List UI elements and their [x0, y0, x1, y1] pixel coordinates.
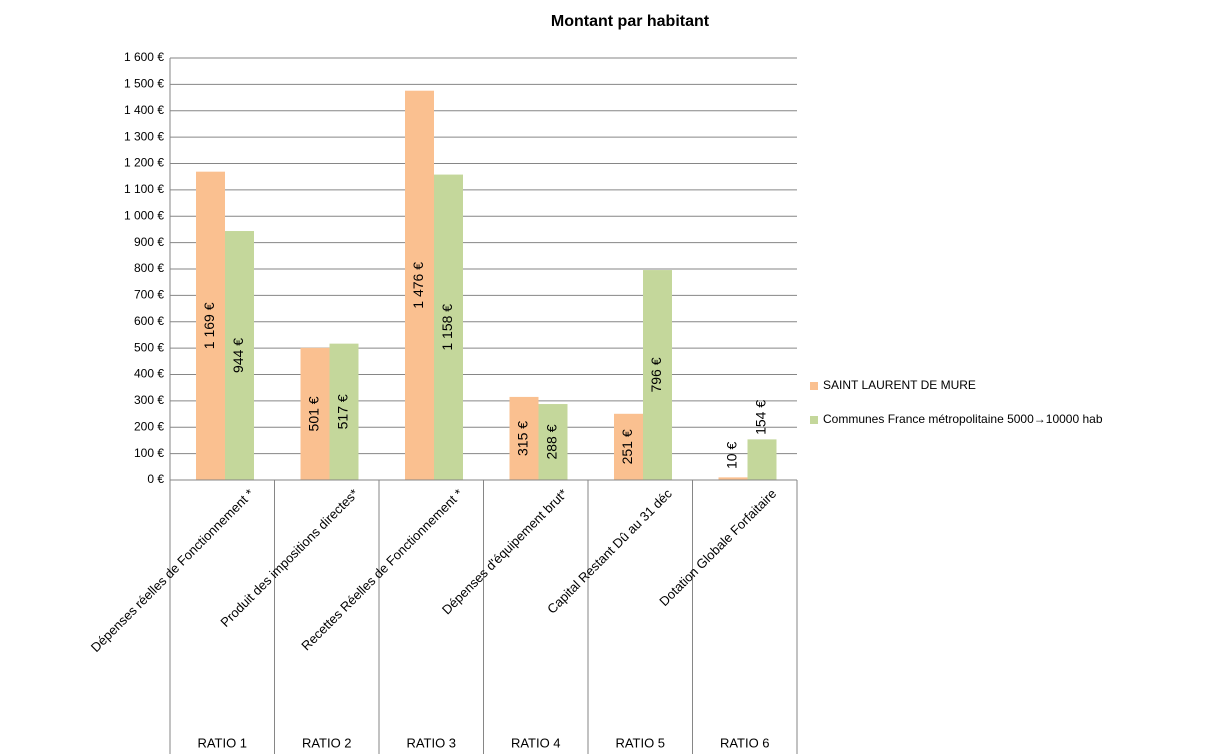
bar [405, 90, 434, 480]
y-tick-label: 0 € [147, 472, 164, 486]
y-tick-label: 1 000 € [124, 208, 164, 222]
bar [434, 174, 463, 480]
y-tick-label: 100 € [134, 446, 164, 460]
y-tick-label: 1 300 € [124, 129, 164, 143]
data-label: 1 169 € [201, 302, 217, 349]
data-label: 1 476 € [410, 262, 426, 309]
bar [329, 343, 359, 480]
group-label: RATIO 2 [302, 735, 352, 750]
data-label: 944 € [230, 338, 246, 373]
data-label: 288 € [544, 424, 560, 459]
x-tick-label: Dépenses réelles de Fonctionnement * [88, 486, 257, 655]
bar [538, 404, 568, 480]
data-label: 315 € [515, 421, 531, 456]
x-tick-label: Dépenses d'équipement brut* [439, 486, 570, 617]
group-label: RATIO 6 [720, 735, 770, 750]
bar [509, 396, 539, 480]
y-tick-label: 400 € [134, 367, 164, 381]
bar [225, 231, 254, 480]
bar [300, 347, 330, 480]
x-tick-label: Capital Restant Dû au 31 déc [544, 486, 675, 617]
y-tick-label: 1 100 € [124, 182, 164, 196]
y-tick-label: 800 € [134, 261, 164, 275]
data-label: 1 158 € [439, 304, 455, 351]
y-tick-label: 600 € [134, 314, 164, 328]
x-tick-label: Recettes Réelles de Fonctionnement * [298, 486, 465, 653]
legend-swatch [810, 416, 818, 424]
y-tick-label: 1 200 € [124, 156, 164, 170]
data-label: 251 € [619, 429, 635, 464]
y-tick-label: 1 600 € [124, 50, 164, 64]
y-tick-label: 300 € [134, 393, 164, 407]
data-label: 154 € [753, 400, 769, 435]
y-tick-label: 500 € [134, 340, 164, 354]
bar [196, 171, 225, 480]
bar [718, 477, 748, 480]
bar [643, 270, 672, 480]
y-tick-label: 200 € [134, 419, 164, 433]
bar [614, 413, 643, 480]
group-label: RATIO 5 [615, 735, 665, 750]
y-tick-label: 900 € [134, 235, 164, 249]
data-label: 501 € [306, 396, 322, 431]
y-tick-label: 700 € [134, 288, 164, 302]
group-label: RATIO 3 [406, 735, 456, 750]
data-label: 796 € [648, 357, 664, 392]
y-tick-label: 1 500 € [124, 77, 164, 91]
legend-label: SAINT LAURENT DE MURE [823, 378, 976, 392]
group-label: RATIO 1 [197, 735, 247, 750]
group-label: RATIO 4 [511, 735, 561, 750]
y-tick-label: 1 400 € [124, 103, 164, 117]
legend-swatch [810, 382, 818, 390]
x-tick-label: Dotation Globale Forfaitaire [656, 486, 779, 609]
data-label: 10 € [724, 442, 740, 469]
bar [747, 439, 777, 480]
chart-title: Montant par habitant [551, 13, 710, 30]
legend-label: Communes France métropolitaine 5000→1000… [823, 412, 1103, 426]
data-label: 517 € [335, 394, 351, 429]
